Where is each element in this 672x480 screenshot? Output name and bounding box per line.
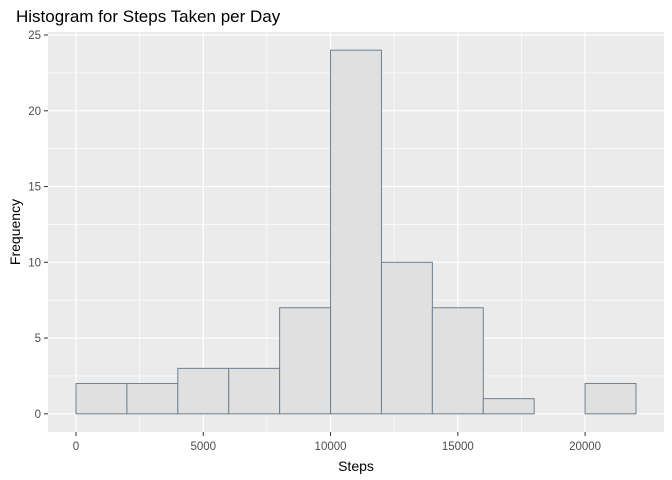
histogram-bar: [380, 261, 433, 415]
y-tick-label: 20: [28, 106, 41, 118]
histogram-bar: [279, 307, 332, 415]
histogram-bar: [482, 398, 535, 415]
axis-ticks: 0 5000 10000 15000 20000 0 5 10 15 20 25: [28, 30, 601, 453]
x-tick-label: 20000: [569, 441, 601, 453]
y-axis-title: Frequency: [7, 199, 23, 265]
y-tick-label: 5: [35, 333, 41, 345]
y-tick-label: 10: [28, 257, 41, 269]
histogram-bar: [177, 367, 230, 415]
histogram-bar: [431, 307, 484, 415]
histogram-bar: [584, 383, 637, 415]
histogram-bar: [126, 383, 179, 415]
y-tick-label: 0: [35, 409, 41, 421]
x-axis-title: Steps: [338, 458, 374, 474]
x-tick-label: 5000: [190, 441, 216, 453]
chart-title: Histogram for Steps Taken per Day: [16, 7, 281, 26]
x-tick-label: 15000: [442, 441, 474, 453]
histogram-bars: [75, 49, 637, 415]
x-tick-label: 0: [73, 441, 79, 453]
histogram-bar: [75, 383, 128, 415]
y-tick-label: 25: [28, 30, 41, 42]
y-tick-label: 15: [28, 182, 41, 194]
histogram-bar: [228, 367, 281, 415]
x-tick-label: 10000: [315, 441, 347, 453]
histogram-bar: [330, 49, 382, 415]
